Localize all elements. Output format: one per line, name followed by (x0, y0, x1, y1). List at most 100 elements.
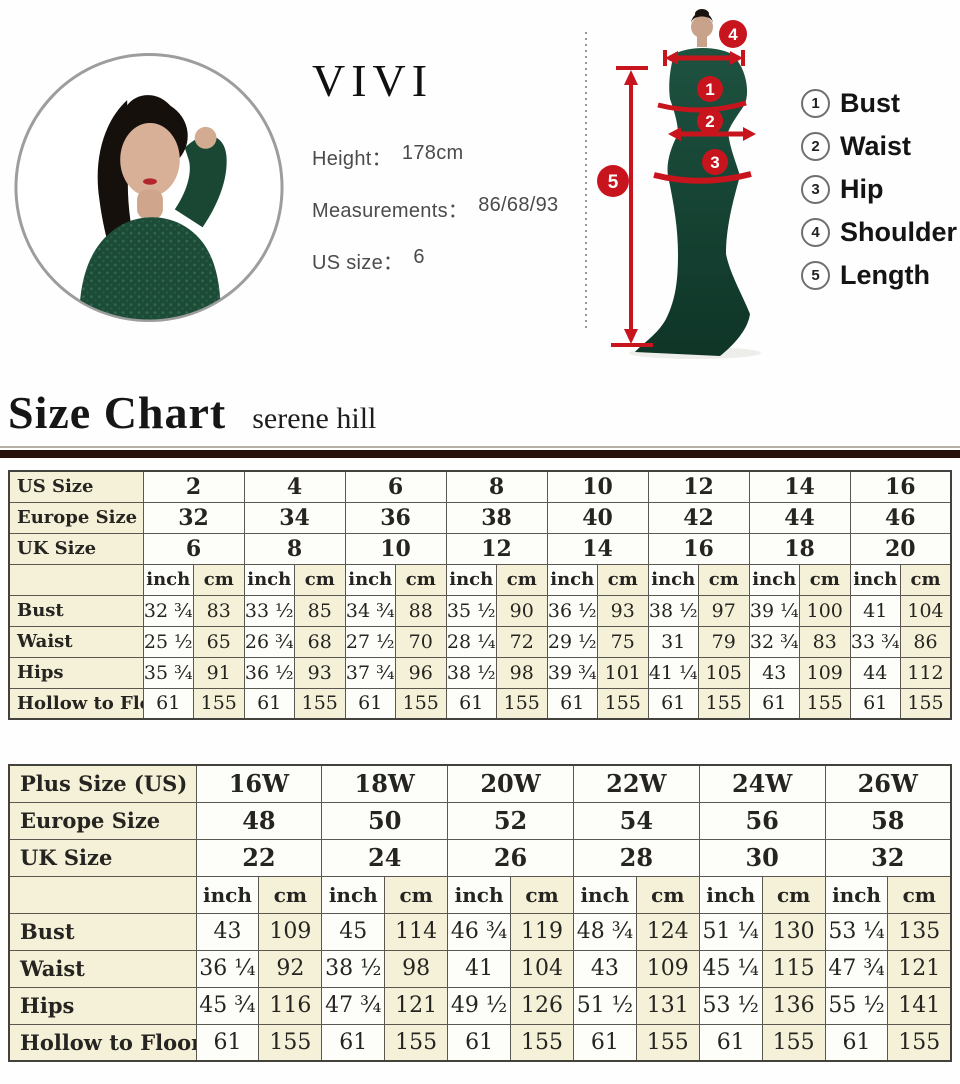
size-value: 18 (748, 532, 851, 565)
measurement-cm: 101 (597, 656, 649, 689)
waist-arrow (668, 127, 756, 141)
raised-sleeve (174, 135, 227, 228)
measurement-inch: 61 (195, 1023, 260, 1062)
measurement-cm: 104 (510, 949, 574, 988)
divider-thin-line (0, 446, 960, 448)
measurement-inch: 61 (142, 687, 194, 720)
measurement-inch: 41 (849, 594, 901, 627)
legend-num-2: 2 (801, 132, 830, 161)
hair-front (117, 95, 182, 148)
unit-inch: inch (195, 875, 260, 914)
us-size-value: 6 (413, 246, 425, 268)
marker-waist: 2 (697, 108, 723, 134)
measurement-cm: 121 (384, 986, 449, 1025)
unit-cm: cm (384, 875, 449, 914)
size-value: 20 (849, 532, 952, 565)
size-value: 16 (647, 532, 750, 565)
measurements-line: Measurements： 86/68/93 (312, 194, 558, 223)
row-label: Hollow to Floor (8, 1023, 197, 1062)
measurement-cm: 90 (496, 594, 548, 627)
size-value: 54 (572, 801, 700, 840)
measure-row: Hips 45 ¾ 116 47 ¾ 121 49 ½ 126 51 ½ 131 53 ½ 136 5… (8, 986, 952, 1025)
measurement-cm: 116 (258, 986, 323, 1025)
measurement-inch: 34 ¾ (344, 594, 396, 627)
standard-size-table: US Size 2 4 6 8 10 12 14 16 Europe Size 32 34 36 38 40… (8, 470, 952, 720)
svg-text:3: 3 (710, 153, 719, 172)
measurement-inch: 36 ¼ (195, 949, 260, 988)
unit-cm: cm (193, 563, 245, 596)
measurement-inch: 25 ½ (142, 625, 194, 658)
row-label: Waist (8, 949, 197, 988)
height-line: Height： 178cm (312, 142, 558, 171)
measurement-inch: 46 ¾ (447, 912, 512, 951)
measurement-cm: 93 (294, 656, 346, 689)
measure-row: Waist 36 ¼ 92 38 ½ 98 41 104 43 109 45 ¼ 115 47 ¾ 12… (8, 949, 952, 988)
row-label: Hips (8, 656, 144, 689)
size-value: 52 (447, 801, 574, 840)
divider-thick-line (0, 450, 960, 458)
unit-cm: cm (258, 875, 323, 914)
row-label: US Size (8, 470, 144, 503)
measurement-cm: 155 (635, 1023, 700, 1062)
measurement-cm: 115 (761, 949, 826, 988)
measurement-inch: 38 ½ (647, 594, 699, 627)
measurement-cm: 155 (900, 687, 952, 720)
size-value: 36 (344, 501, 447, 534)
row-label: Europe Size (8, 501, 144, 534)
svg-text:5: 5 (608, 172, 619, 193)
plus-size-table: Plus Size (US) 16W 18W 20W 22W 24W 26W Europe S… (8, 764, 952, 1062)
measurement-cm: 70 (395, 625, 447, 658)
measurement-cm: 131 (635, 986, 700, 1025)
unit-row: inch cm inch cm inch cm inch cm inch cm inch cm (8, 875, 952, 914)
measurement-cm: 130 (761, 912, 826, 951)
measurement-inch: 48 ¾ (572, 912, 637, 951)
divider (0, 446, 960, 458)
measurement-inch: 37 ¾ (344, 656, 396, 689)
size-value: 30 (698, 838, 826, 877)
measurement-cm: 109 (799, 656, 851, 689)
measurement-cm: 109 (258, 912, 323, 951)
brand-subtitle: serene hill (252, 402, 377, 435)
measurement-cm: 141 (887, 986, 952, 1025)
measurement-inch: 61 (445, 687, 497, 720)
measurement-inch: 29 ½ (546, 625, 598, 658)
measurement-cm: 105 (698, 656, 750, 689)
size-value: 40 (546, 501, 649, 534)
legend-label-bust: Bust (840, 88, 900, 118)
unit-cm: cm (761, 875, 826, 914)
size-value: 4 (243, 470, 346, 503)
measurement-cm: 109 (635, 949, 700, 988)
measurement-cm: 88 (395, 594, 447, 627)
unit-cm: cm (887, 875, 952, 914)
size-value: 6 (344, 470, 447, 503)
measurement-cm: 93 (597, 594, 649, 627)
size-value: 16 (849, 470, 952, 503)
legend-label-waist: Waist (840, 131, 912, 161)
measurement-inch: 44 (849, 656, 901, 689)
measurement-inch: 31 (647, 625, 699, 658)
measurement-cm: 155 (597, 687, 649, 720)
measure-row: Waist 25 ½ 65 26 ¾ 68 27 ½ 70 28 ¼ 72 29 ½ 75 31 79 3… (8, 625, 952, 658)
measurement-cm: 114 (384, 912, 449, 951)
legend-num-1: 1 (801, 89, 830, 118)
size-value: 22 (195, 838, 323, 877)
measurement-inch: 61 (849, 687, 901, 720)
figure-neck (697, 35, 707, 47)
measurement-cm: 75 (597, 625, 649, 658)
measurement-cm: 155 (294, 687, 346, 720)
measurement-cm: 92 (258, 949, 323, 988)
measurement-cm: 155 (395, 687, 447, 720)
model-photo-illustration (14, 52, 284, 323)
size-value: 6 (142, 532, 245, 565)
row-label (8, 563, 144, 596)
measurement-inch: 53 ½ (698, 986, 763, 1025)
measurement-inch: 38 ½ (445, 656, 497, 689)
measurement-cm: 155 (510, 1023, 574, 1062)
measurement-inch: 61 (321, 1023, 386, 1062)
measurement-cm: 83 (193, 594, 245, 627)
size-value: 14 (748, 470, 851, 503)
size-value: 28 (572, 838, 700, 877)
unit-inch: inch (321, 875, 386, 914)
